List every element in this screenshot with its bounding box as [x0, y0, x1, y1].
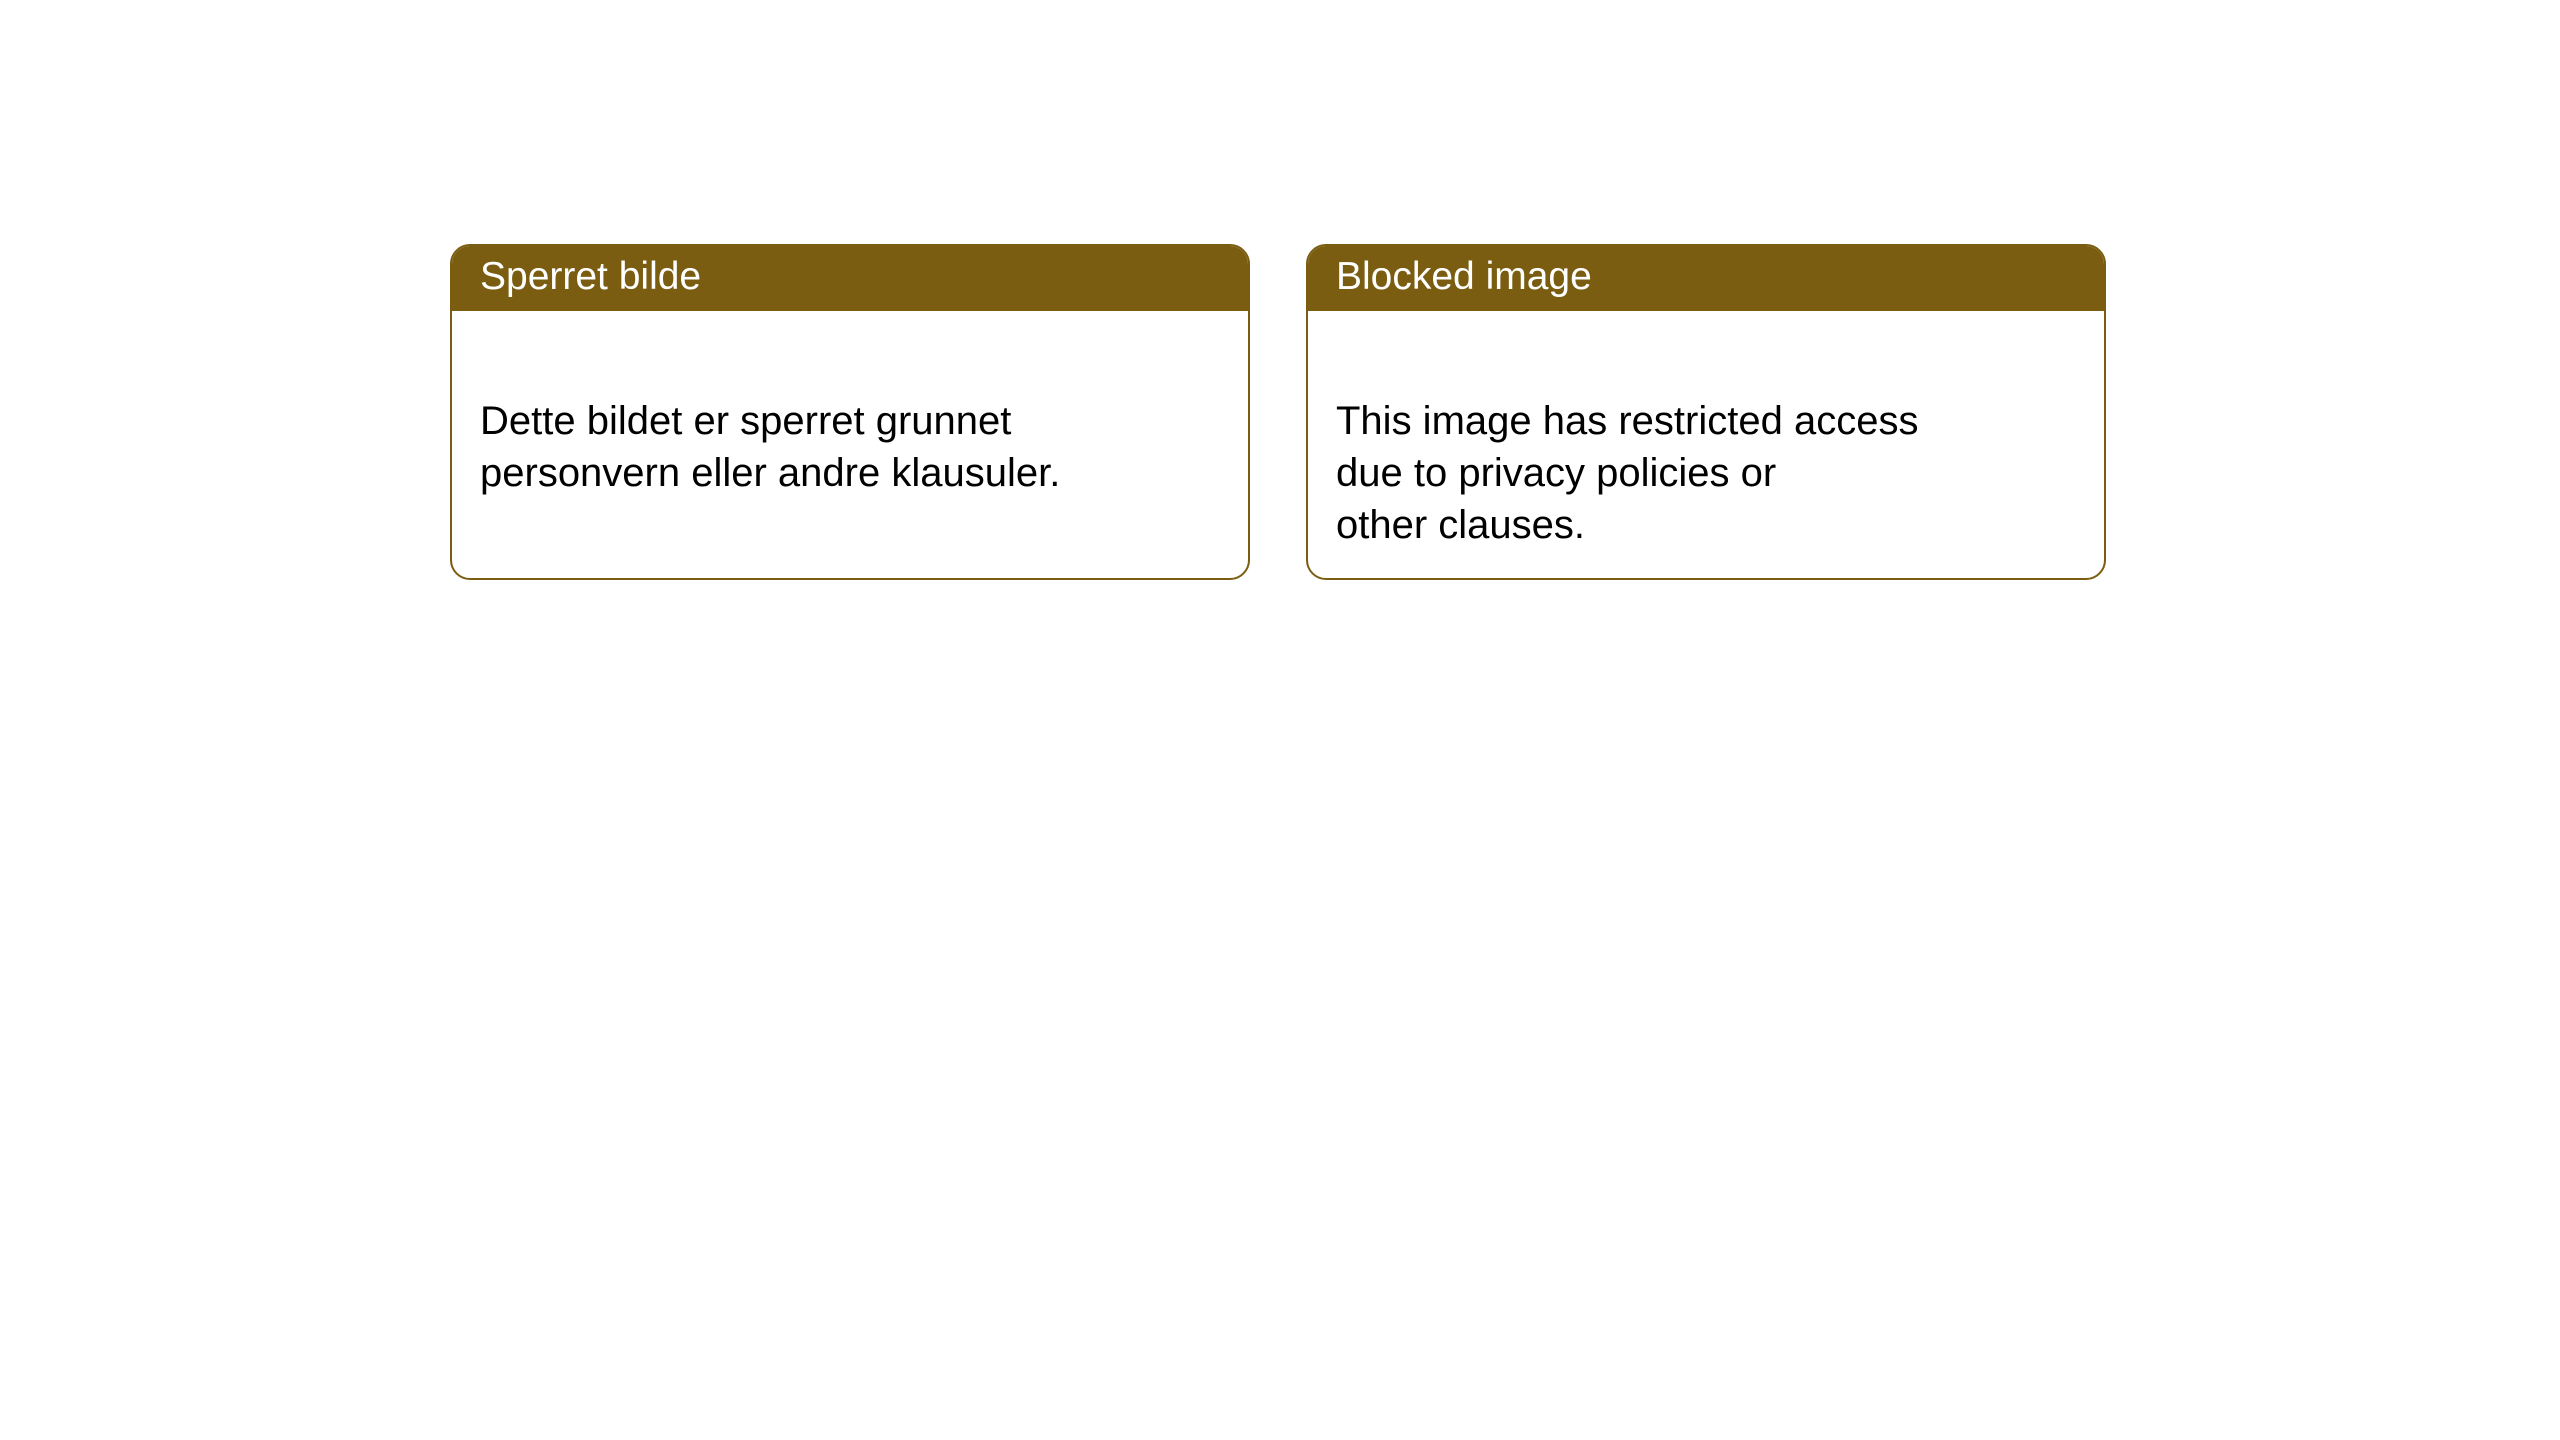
notice-card-english: Blocked image This image has restricted … [1306, 244, 2106, 580]
notice-container: Sperret bilde Dette bildet er sperret gr… [0, 0, 2560, 580]
card-header: Sperret bilde [452, 246, 1248, 311]
card-title: Sperret bilde [480, 255, 701, 298]
card-body: Dette bildet er sperret grunnet personve… [452, 311, 1248, 531]
card-header: Blocked image [1308, 246, 2104, 311]
card-message: This image has restricted access due to … [1336, 399, 1918, 547]
notice-card-norwegian: Sperret bilde Dette bildet er sperret gr… [450, 244, 1250, 580]
card-title: Blocked image [1336, 255, 1592, 298]
card-message: Dette bildet er sperret grunnet personve… [480, 399, 1060, 495]
card-body: This image has restricted access due to … [1308, 311, 2104, 580]
